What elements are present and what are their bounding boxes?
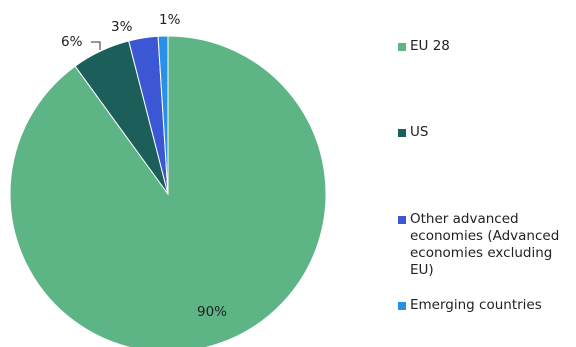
data-label-emerging: 1%: [159, 12, 181, 28]
legend-swatch-other-advanced: [398, 216, 406, 224]
legend-swatch-us: [398, 129, 406, 137]
legend-label-eu28: EU 28: [410, 38, 450, 54]
leader-line-us: [91, 41, 101, 50]
data-label-us: 6%: [61, 34, 83, 50]
legend-label-emerging: Emerging countries: [410, 297, 542, 313]
legend-item-eu28: EU 28: [398, 38, 576, 55]
pie-slice-emerging: [157, 35, 169, 195]
legend-label-other-advanced: Other advanced economies (Advanced econo…: [410, 211, 560, 278]
legend-swatch-eu28: [398, 43, 406, 51]
legend-label-us: US: [410, 124, 429, 140]
legend-item-emerging: Emerging countries: [398, 297, 576, 314]
legend-swatch-emerging: [398, 302, 406, 310]
legend-item-other-advanced: Other advanced economies (Advanced econo…: [398, 211, 576, 279]
data-label-other-advanced: 3%: [111, 19, 133, 35]
legend-item-us: US: [398, 124, 576, 141]
data-label-eu28: 90%: [197, 304, 227, 320]
